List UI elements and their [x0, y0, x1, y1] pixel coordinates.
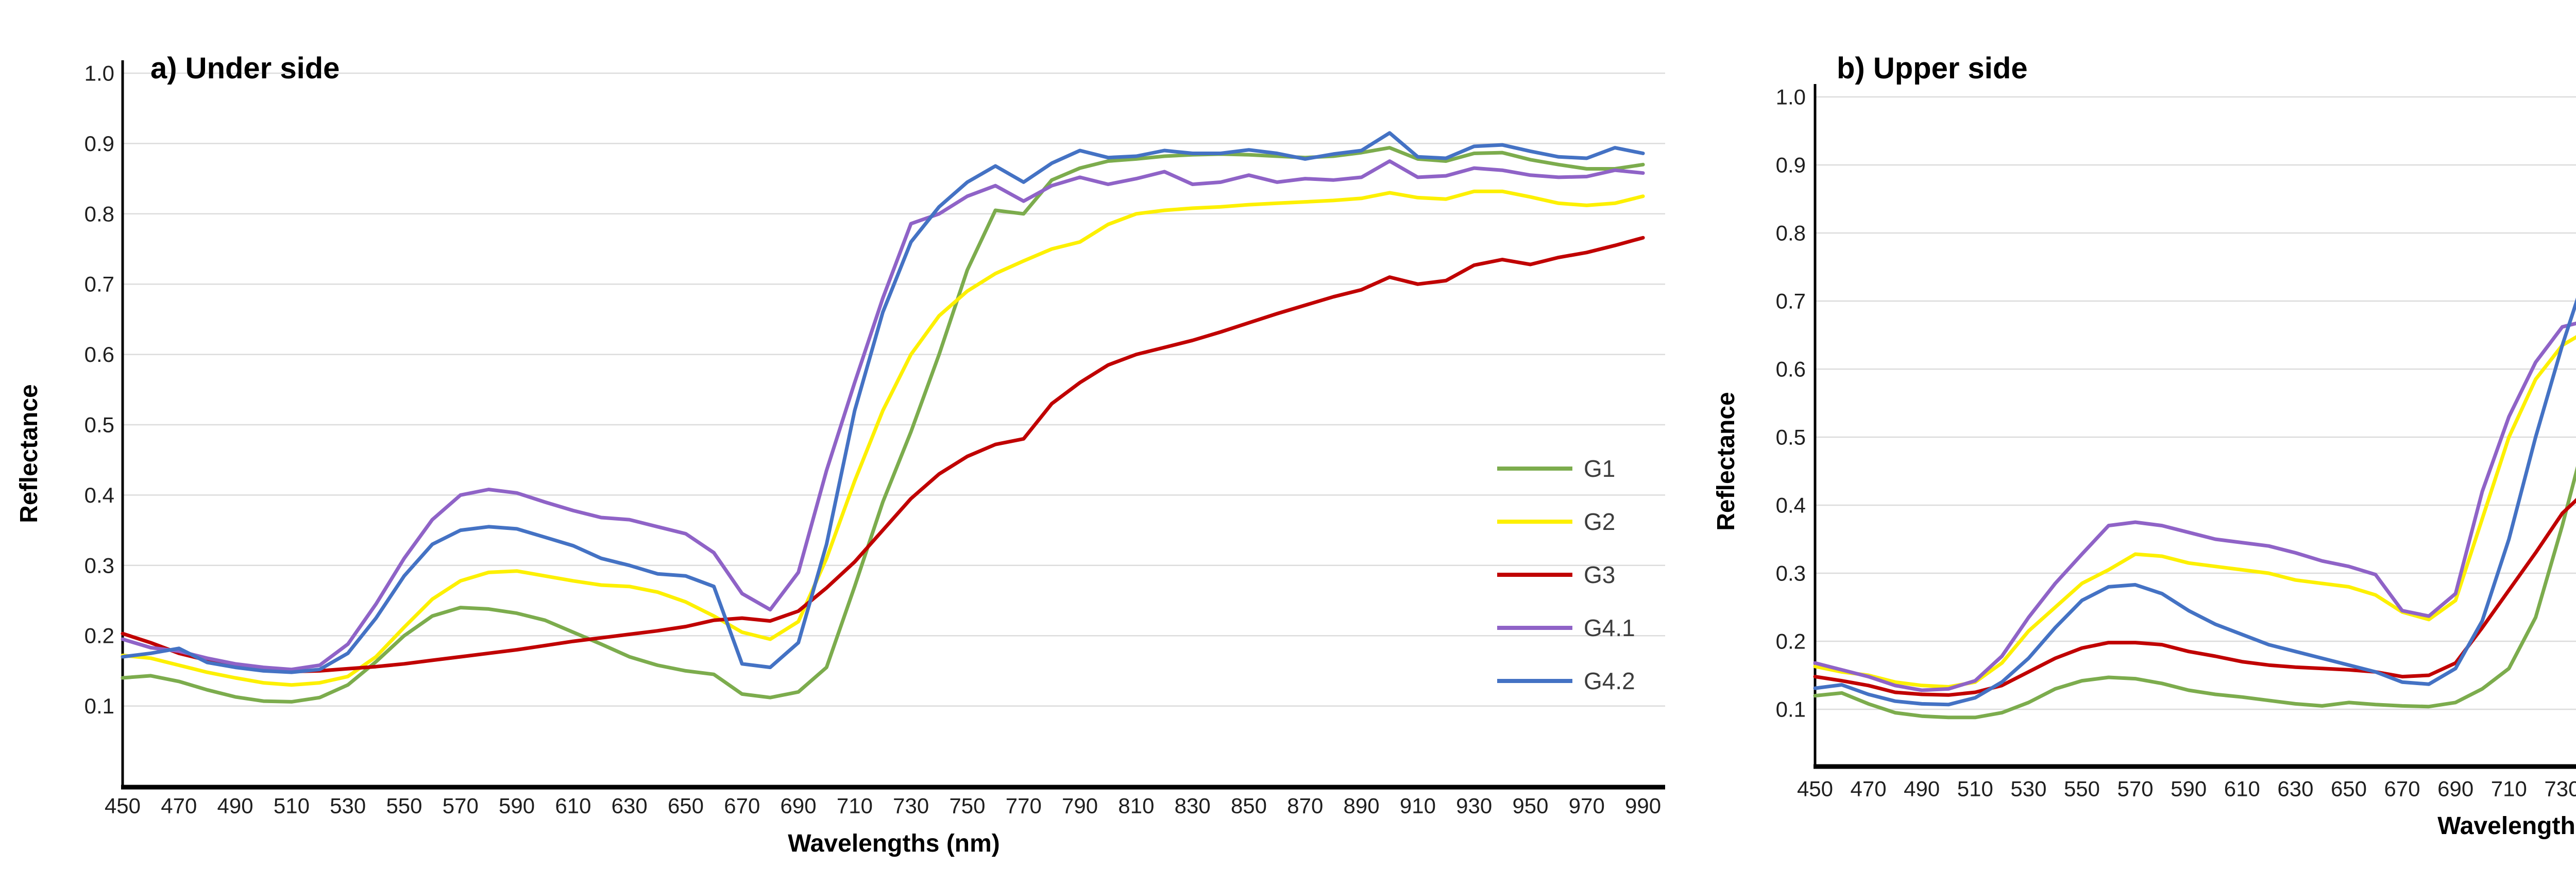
chart-upper-side: 1.0 0.9 0.8 0.7 0.6 0.5 0.4 0.3 0.2 0.1 450 470 490 5… — [1713, 52, 2576, 840]
x-tick-label: 490 — [1904, 777, 1940, 801]
x-tick-label: 710 — [2491, 777, 2527, 801]
x-tick-label: 690 — [2437, 777, 2473, 801]
x-tick-label: 950 — [1512, 794, 1548, 818]
x-tick-label: 610 — [555, 794, 591, 818]
x-tick-label: 550 — [386, 794, 422, 818]
y-tick-label: 0.2 — [84, 624, 114, 648]
x-tick-label: 890 — [1344, 794, 1380, 818]
chart-title: b) Upper side — [1837, 52, 2028, 85]
y-axis-title: Reflectance — [1713, 392, 1740, 530]
y-tick-label: 0.7 — [84, 272, 114, 296]
series-line-g1 — [121, 146, 1645, 704]
y-tick-label: 1.0 — [84, 61, 114, 86]
legend-label-g4-2: G4.2 — [1584, 668, 1635, 694]
x-tick-label: 470 — [1851, 777, 1887, 801]
legend-label-g2: G2 — [1584, 508, 1615, 535]
series-line-g4-2 — [121, 131, 1645, 674]
legend-item-g4-1: G4.1 — [1497, 614, 1635, 641]
y-tick-label: 0.1 — [84, 694, 114, 718]
x-tick-label: 510 — [274, 794, 310, 818]
x-tick-label: 530 — [2010, 777, 2046, 801]
series-line-g4-2 — [1813, 297, 2576, 707]
x-tick-label: 710 — [837, 794, 873, 818]
x-tick-label: 730 — [2544, 777, 2576, 801]
x-tick-label: 690 — [781, 794, 817, 818]
series-line-g4-1 — [1813, 321, 2576, 692]
legend-label-g1: G1 — [1584, 455, 1615, 482]
x-tick-label: 530 — [330, 794, 366, 818]
legend-label-g3: G3 — [1584, 561, 1615, 588]
y-tick-label: 0.5 — [1776, 425, 1806, 450]
y-tick-label: 0.3 — [84, 553, 114, 577]
x-tick-label: 930 — [1456, 794, 1492, 818]
x-tick-label: 670 — [2384, 777, 2420, 801]
y-tick-label: 0.4 — [84, 483, 114, 507]
legend-item-g2: G2 — [1497, 508, 1615, 535]
y-tick-label: 0.6 — [84, 342, 114, 367]
x-tick-label: 450 — [1797, 777, 1833, 801]
y-tick-label: 0.9 — [1776, 153, 1806, 177]
x-tick-label: 990 — [1625, 794, 1661, 818]
chart-title: a) Under side — [150, 52, 340, 85]
x-tick-label: 750 — [949, 794, 985, 818]
x-tick-label: 670 — [724, 794, 760, 818]
y-tick-label: 0.8 — [84, 202, 114, 226]
x-tick-label: 490 — [217, 794, 253, 818]
y-tick-label: 0.5 — [84, 413, 114, 437]
y-tick-label: 0.3 — [1776, 561, 1806, 586]
series-line-g1 — [1813, 466, 2576, 720]
y-tick-label: 0.9 — [84, 131, 114, 156]
x-tick-label: 630 — [612, 794, 648, 818]
y-tick-label: 0.1 — [1776, 697, 1806, 722]
x-tick-label: 570 — [2117, 777, 2154, 801]
x-tick-label: 870 — [1287, 794, 1323, 818]
x-tick-label: 730 — [893, 794, 929, 818]
series-line-g4-1 — [121, 159, 1645, 672]
series-line-g2 — [121, 189, 1645, 687]
x-axis-title: Wavelengths (nm) — [2437, 812, 2576, 840]
legend-item-g3: G3 — [1497, 561, 1615, 588]
x-tick-label: 850 — [1231, 794, 1267, 818]
x-tick-label: 590 — [499, 794, 535, 818]
x-tick-label: 590 — [2171, 777, 2207, 801]
series-line-g2 — [1813, 335, 2576, 689]
legend-item-g4-2: G4.2 — [1497, 668, 1635, 694]
series-line-g3 — [1813, 497, 2576, 697]
x-tick-label: 450 — [105, 794, 141, 818]
x-tick-label: 970 — [1569, 794, 1605, 818]
y-tick-label: 0.6 — [1776, 357, 1806, 381]
x-tick-label: 650 — [2331, 777, 2367, 801]
x-tick-label: 790 — [1062, 794, 1098, 818]
series-line-g3 — [121, 236, 1645, 674]
x-tick-label: 610 — [2224, 777, 2260, 801]
y-tick-label: 1.0 — [1776, 85, 1806, 109]
x-tick-label: 570 — [443, 794, 479, 818]
y-tick-label: 0.4 — [1776, 493, 1806, 518]
y-tick-label: 0.7 — [1776, 289, 1806, 313]
y-axis-title: Reflectance — [15, 384, 43, 523]
x-axis-title: Wavelengths (nm) — [788, 830, 1000, 857]
x-tick-label: 830 — [1175, 794, 1211, 818]
x-tick-label: 810 — [1118, 794, 1154, 818]
chart-under-side: 1.0 0.9 0.8 0.7 0.6 0.5 0.4 0.3 0.2 0.1 450 470 490 5… — [15, 52, 1665, 857]
x-tick-label: 630 — [2277, 777, 2313, 801]
x-tick-label: 910 — [1400, 794, 1436, 818]
legend-label-g4-1: G4.1 — [1584, 614, 1635, 641]
x-tick-label: 470 — [161, 794, 197, 818]
x-tick-label: 650 — [668, 794, 704, 818]
x-tick-label: 770 — [1006, 794, 1042, 818]
x-tick-label: 550 — [2064, 777, 2100, 801]
legend: G1 G2 G3 G4.1 G4.2 — [1497, 455, 1635, 694]
y-tick-label: 0.8 — [1776, 221, 1806, 245]
y-tick-label: 0.2 — [1776, 629, 1806, 654]
legend-item-g1: G1 — [1497, 455, 1615, 482]
x-tick-label: 510 — [1957, 777, 1993, 801]
